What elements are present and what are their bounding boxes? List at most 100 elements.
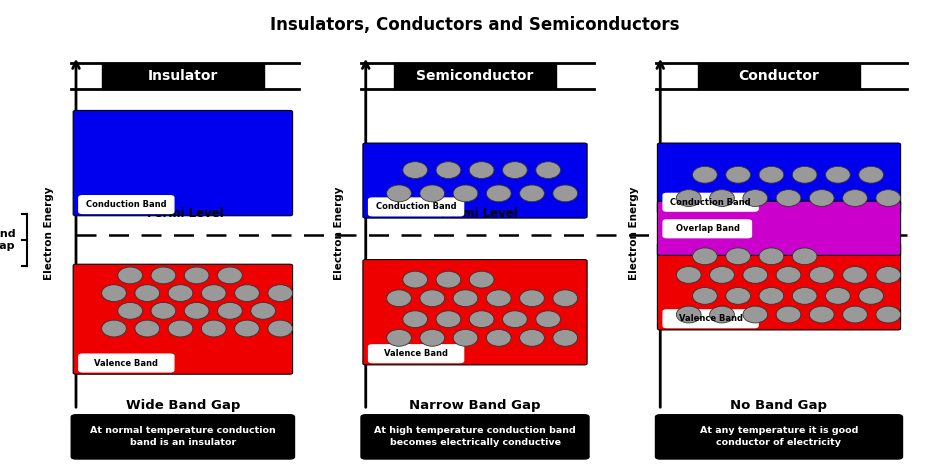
FancyBboxPatch shape: [657, 143, 901, 213]
Ellipse shape: [268, 320, 293, 337]
Ellipse shape: [876, 267, 901, 283]
Ellipse shape: [420, 329, 445, 346]
Text: Conductor: Conductor: [738, 69, 820, 83]
Text: Electron Energy: Electron Energy: [629, 186, 638, 280]
Ellipse shape: [151, 267, 176, 284]
Ellipse shape: [201, 320, 226, 337]
Ellipse shape: [792, 166, 817, 183]
Ellipse shape: [218, 267, 242, 284]
Text: Conduction Band: Conduction Band: [376, 202, 456, 212]
Ellipse shape: [792, 248, 817, 265]
Ellipse shape: [168, 285, 193, 302]
Ellipse shape: [876, 190, 901, 206]
Text: At normal temperature conduction
band is an insulator: At normal temperature conduction band is…: [90, 426, 276, 447]
Ellipse shape: [102, 285, 126, 302]
Ellipse shape: [726, 288, 751, 304]
Text: Fermi Level: Fermi Level: [147, 207, 223, 220]
Ellipse shape: [676, 267, 701, 283]
Ellipse shape: [726, 166, 751, 183]
Ellipse shape: [436, 271, 461, 288]
Ellipse shape: [403, 162, 428, 178]
Ellipse shape: [387, 329, 411, 346]
Ellipse shape: [201, 285, 226, 302]
Ellipse shape: [403, 271, 428, 288]
Ellipse shape: [553, 290, 578, 307]
Ellipse shape: [776, 190, 801, 206]
FancyBboxPatch shape: [369, 345, 464, 363]
Ellipse shape: [436, 162, 461, 178]
Ellipse shape: [520, 329, 544, 346]
Ellipse shape: [235, 320, 259, 337]
FancyBboxPatch shape: [73, 264, 293, 374]
FancyBboxPatch shape: [657, 243, 901, 330]
Ellipse shape: [118, 267, 142, 284]
Text: Narrow Band Gap: Narrow Band Gap: [409, 399, 541, 412]
Ellipse shape: [743, 306, 768, 323]
Text: No Band Gap: No Band Gap: [731, 399, 827, 412]
Ellipse shape: [743, 190, 768, 206]
Ellipse shape: [843, 267, 867, 283]
Text: Semiconductor: Semiconductor: [416, 69, 534, 83]
Ellipse shape: [693, 166, 717, 183]
FancyBboxPatch shape: [663, 193, 758, 211]
Ellipse shape: [710, 306, 734, 323]
FancyBboxPatch shape: [656, 415, 902, 459]
Ellipse shape: [469, 162, 494, 178]
Ellipse shape: [387, 290, 411, 307]
FancyBboxPatch shape: [698, 63, 860, 89]
FancyBboxPatch shape: [663, 310, 758, 328]
Ellipse shape: [387, 185, 411, 202]
Ellipse shape: [403, 311, 428, 328]
Ellipse shape: [876, 306, 901, 323]
Ellipse shape: [102, 320, 126, 337]
Ellipse shape: [268, 285, 293, 302]
Ellipse shape: [553, 185, 578, 202]
Ellipse shape: [743, 267, 768, 283]
Ellipse shape: [676, 190, 701, 206]
Ellipse shape: [726, 248, 751, 265]
Text: Electron Energy: Electron Energy: [334, 186, 344, 280]
Text: Valence Band: Valence Band: [384, 349, 448, 358]
Text: Conduction Band: Conduction Band: [86, 200, 166, 209]
Ellipse shape: [469, 271, 494, 288]
Ellipse shape: [453, 185, 478, 202]
Ellipse shape: [826, 166, 850, 183]
Ellipse shape: [251, 302, 276, 319]
Text: Band
Gap: Band Gap: [0, 229, 15, 251]
Ellipse shape: [759, 288, 784, 304]
FancyBboxPatch shape: [103, 63, 263, 89]
FancyBboxPatch shape: [363, 260, 587, 365]
Ellipse shape: [859, 288, 884, 304]
Ellipse shape: [503, 162, 527, 178]
Ellipse shape: [553, 329, 578, 346]
Ellipse shape: [843, 306, 867, 323]
Ellipse shape: [826, 288, 850, 304]
Ellipse shape: [536, 311, 560, 328]
Ellipse shape: [536, 162, 560, 178]
Text: Valence Band: Valence Band: [94, 358, 159, 368]
Ellipse shape: [859, 166, 884, 183]
Ellipse shape: [486, 329, 511, 346]
FancyBboxPatch shape: [363, 143, 587, 218]
FancyBboxPatch shape: [657, 201, 901, 255]
Ellipse shape: [809, 267, 834, 283]
Ellipse shape: [184, 302, 209, 319]
FancyBboxPatch shape: [71, 415, 294, 459]
Ellipse shape: [218, 302, 242, 319]
Ellipse shape: [759, 248, 784, 265]
Ellipse shape: [118, 302, 142, 319]
FancyBboxPatch shape: [73, 110, 293, 216]
Ellipse shape: [520, 185, 544, 202]
Text: Valence Band: Valence Band: [678, 314, 743, 323]
Text: Overlap Band: Overlap Band: [675, 224, 740, 233]
Ellipse shape: [184, 267, 209, 284]
Ellipse shape: [469, 311, 494, 328]
Ellipse shape: [151, 302, 176, 319]
Ellipse shape: [792, 288, 817, 304]
Text: Fermi Level: Fermi Level: [442, 207, 518, 220]
Ellipse shape: [843, 190, 867, 206]
FancyBboxPatch shape: [369, 198, 464, 216]
Text: Conduction Band: Conduction Band: [671, 198, 750, 207]
Ellipse shape: [710, 190, 734, 206]
Text: At high temperature conduction band
becomes electrically conductive: At high temperature conduction band beco…: [374, 426, 576, 447]
